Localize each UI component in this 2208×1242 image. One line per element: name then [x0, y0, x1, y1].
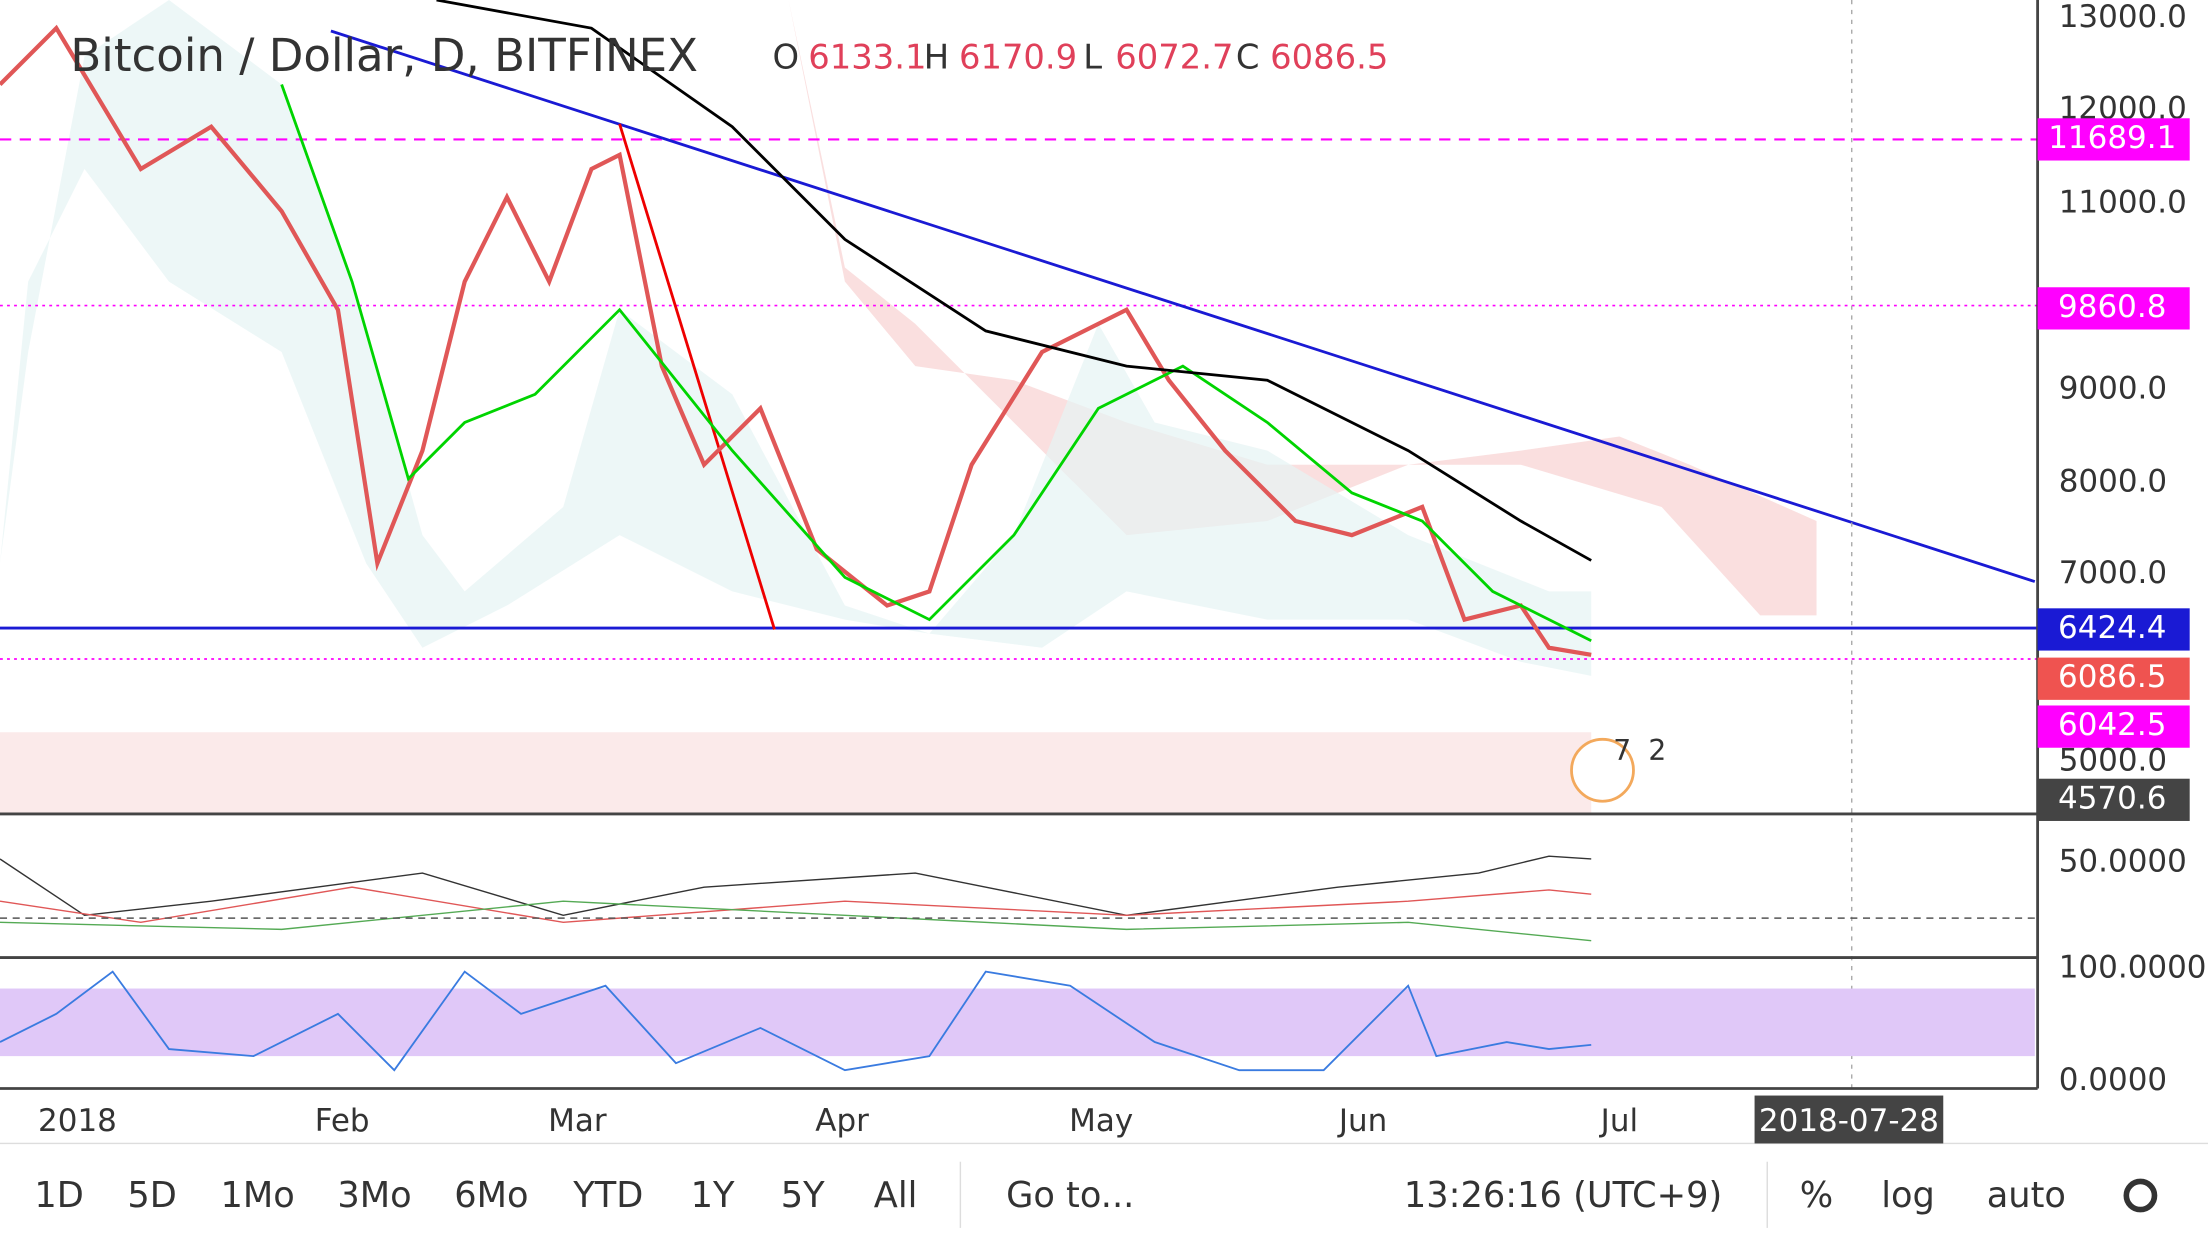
- event-count: 7: [1613, 734, 1631, 767]
- indicator-line: [0, 900, 1592, 942]
- price-label: 13000.0: [2059, 0, 2187, 35]
- ohlc-key: C: [1236, 38, 1260, 77]
- time-label: Jul: [1599, 1103, 1638, 1139]
- range-button[interactable]: 6Mo: [454, 1175, 528, 1216]
- range-button[interactable]: 1Y: [691, 1175, 735, 1216]
- volume-area: [0, 732, 1592, 814]
- price-badge-label: 4570.6: [2058, 780, 2166, 816]
- moving-average: [436, 0, 1592, 562]
- price-badge-label: 6042.5: [2058, 707, 2166, 743]
- ohlc-value: 6133.1: [808, 38, 926, 77]
- ohlc-value: 6072.7: [1115, 38, 1233, 77]
- moving-average: [280, 84, 1592, 642]
- rsi-line: [0, 970, 1592, 1072]
- range-button[interactable]: YTD: [572, 1175, 643, 1216]
- time-label: Apr: [815, 1103, 869, 1139]
- ohlc-key: L: [1083, 38, 1102, 77]
- time-label: Feb: [315, 1103, 370, 1139]
- price-badge: [2037, 778, 2190, 821]
- price-badge-label: 6424.4: [2058, 610, 2166, 646]
- date-badge: [1754, 1095, 1944, 1144]
- ohlc-key: O: [772, 38, 799, 77]
- time-label: 2018: [38, 1103, 117, 1139]
- time-label: Jun: [1337, 1103, 1387, 1139]
- price-line: [0, 24, 1592, 657]
- range-button[interactable]: 1Mo: [221, 1175, 295, 1216]
- rsi-label: 0.0000: [2059, 1062, 2167, 1098]
- price-badge-label: 11689.1: [2048, 120, 2176, 156]
- range-button[interactable]: 1D: [34, 1175, 83, 1216]
- trend-line: [330, 29, 2036, 583]
- cloud: [788, 0, 1817, 616]
- clock: 13:26:16 (UTC+9): [1404, 1175, 1722, 1216]
- price-label: 11000.0: [2059, 185, 2187, 221]
- ohlc-key: H: [924, 38, 949, 77]
- range-button[interactable]: 5D: [127, 1175, 176, 1216]
- price-badge: [2037, 287, 2190, 330]
- price-label: 7000.0: [2059, 555, 2167, 591]
- time-label: May: [1069, 1103, 1133, 1139]
- price-label: 9000.0: [2059, 371, 2167, 407]
- ohlc-value: 6170.9: [959, 38, 1077, 77]
- time-label: Mar: [548, 1103, 607, 1139]
- price-badge: [2037, 705, 2190, 748]
- event-count: 2: [1648, 734, 1666, 767]
- price-badge: [2037, 118, 2190, 161]
- indicator-line: [0, 855, 1592, 917]
- range-button[interactable]: 5Y: [781, 1175, 825, 1216]
- indicator-label: 50.0000: [2059, 844, 2187, 880]
- indicator-line: [0, 886, 1592, 924]
- price-badge-label: 6086.5: [2058, 659, 2166, 695]
- scale-option[interactable]: %: [1800, 1175, 1833, 1216]
- price-badge-label: 9860.8: [2058, 289, 2166, 325]
- goto-button[interactable]: Go to...: [1006, 1175, 1134, 1216]
- scale-option[interactable]: auto: [1987, 1175, 2066, 1216]
- event-icon[interactable]: [1570, 737, 1635, 803]
- price-badge: [2037, 608, 2190, 651]
- rsi-label: 100.0000: [2059, 949, 2207, 985]
- price-badge: [2037, 657, 2190, 700]
- range-button[interactable]: All: [874, 1175, 918, 1216]
- cursor-date: 2018-07-28: [1759, 1103, 1939, 1139]
- scale-option[interactable]: log: [1881, 1175, 1935, 1216]
- price-label: 5000.0: [2059, 742, 2167, 778]
- ohlc-value: 6086.5: [1270, 38, 1388, 77]
- symbol-title: Bitcoin / Dollar, D, BITFINEX: [70, 29, 698, 82]
- price-label: 8000.0: [2059, 463, 2167, 499]
- settings-icon[interactable]: [2123, 1178, 2158, 1213]
- trend-line: [618, 123, 776, 630]
- range-button[interactable]: 3Mo: [337, 1175, 411, 1216]
- rsi-band: [0, 988, 2035, 1057]
